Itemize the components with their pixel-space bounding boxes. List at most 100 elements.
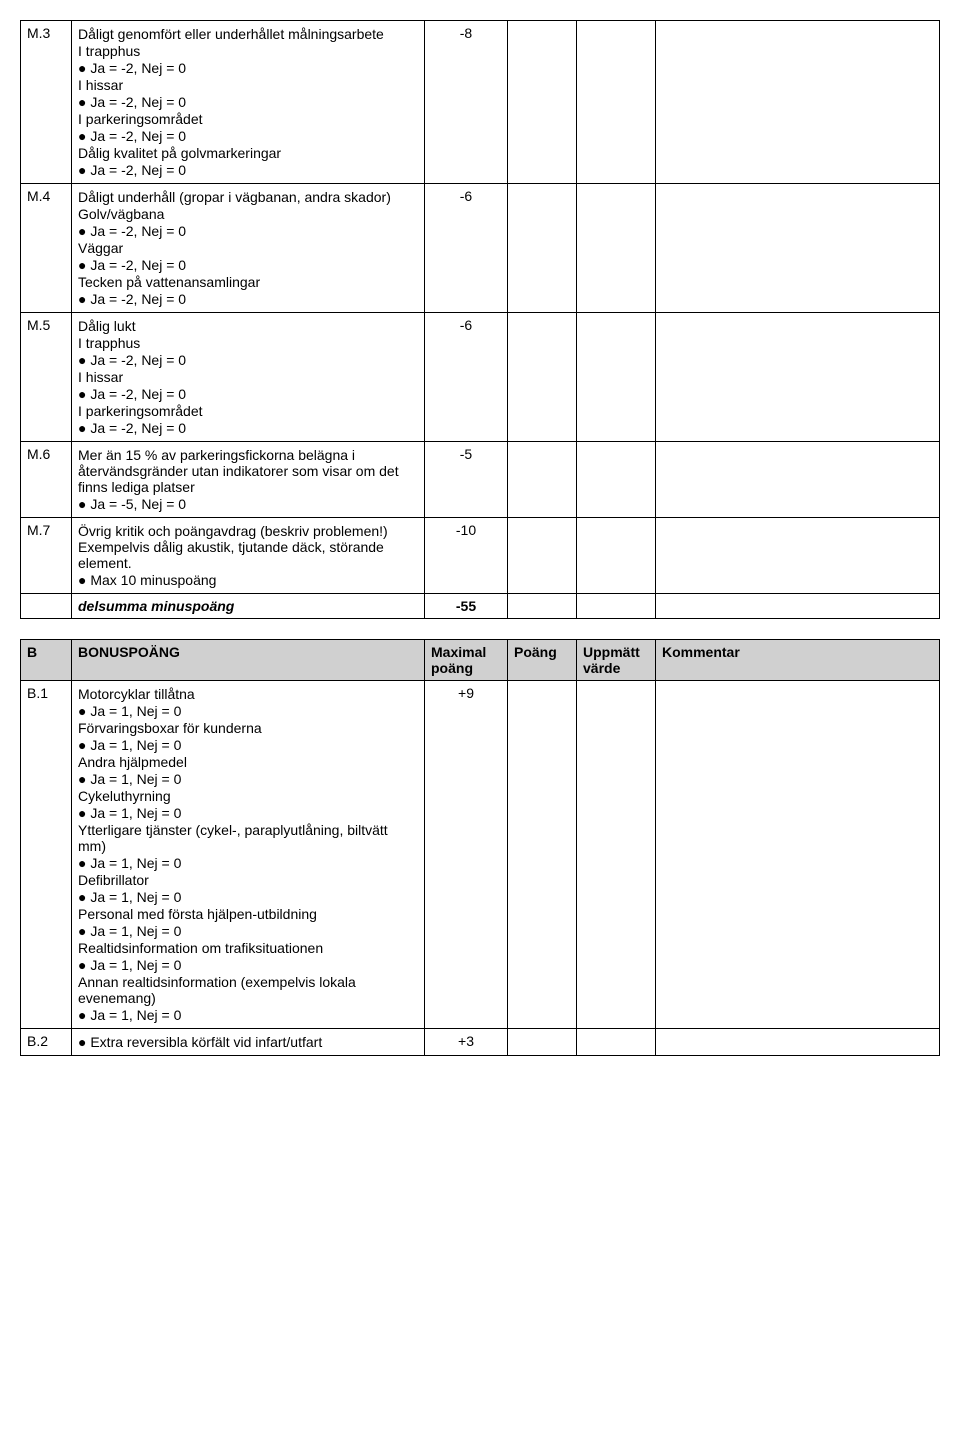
description-line: ● Ja = 1, Nej = 0 [78,805,418,821]
row-measured [577,518,656,594]
row-score [508,184,577,313]
row-score [508,1029,577,1056]
description-line: ● Ja = 1, Nej = 0 [78,923,418,939]
table-b: BBONUSPOÄNGMaximal poängPoängUppmätt vär… [20,639,940,1056]
row-value: -8 [425,21,508,184]
description-line: ● Ja = -2, Nej = 0 [78,223,418,239]
row-measured [577,184,656,313]
description-line: Dålig kvalitet på golvmarkeringar [78,145,418,161]
row-description: ● Extra reversibla körfält vid infart/ut… [72,1029,425,1056]
description-line: ● Max 10 minuspoäng [78,572,418,588]
row-score [508,313,577,442]
description-line: Övrig kritik och poängavdrag (beskriv pr… [78,523,418,571]
row-comment [656,313,940,442]
description-line: ● Ja = 1, Nej = 0 [78,855,418,871]
row-description: Dåligt underhåll (gropar i vägbanan, and… [72,184,425,313]
description-line: Väggar [78,240,418,256]
description-line: Dåligt genomfört eller underhållet målni… [78,26,418,42]
description-line: I trapphus [78,335,418,351]
row-description: Motorcyklar tillåtna● Ja = 1, Nej = 0För… [72,681,425,1029]
row-comment [656,518,940,594]
description-line: I hissar [78,77,418,93]
description-line: I parkeringsområdet [78,403,418,419]
subtotal-measured [577,594,656,619]
header-title: BONUSPOÄNG [72,640,425,681]
row-score [508,681,577,1029]
row-description: Övrig kritik och poängavdrag (beskriv pr… [72,518,425,594]
description-line: Realtidsinformation om trafiksituationen [78,940,418,956]
description-line: ● Ja = 1, Nej = 0 [78,1007,418,1023]
row-id: M.3 [21,21,72,184]
description-line: I hissar [78,369,418,385]
header-comment: Kommentar [656,640,940,681]
subtotal-score [508,594,577,619]
row-measured [577,442,656,518]
table-header-row: BBONUSPOÄNGMaximal poängPoängUppmätt vär… [21,640,940,681]
table-row: B.2 ● Extra reversibla körfält vid infart… [21,1029,940,1056]
row-value: -6 [425,313,508,442]
table-row: M.6Mer än 15 % av parkeringsfickorna bel… [21,442,940,518]
description-line: ● Ja = 1, Nej = 0 [78,737,418,753]
description-line: Annan realtidsinformation (exempelvis lo… [78,974,418,1006]
description-line: Dåligt underhåll (gropar i vägbanan, and… [78,189,418,205]
row-comment [656,184,940,313]
subtotal-id [21,594,72,619]
row-id: B.1 [21,681,72,1029]
description-line: Motorcyklar tillåtna [78,686,418,702]
row-description: Dålig luktI trapphus● Ja = -2, Nej = 0I … [72,313,425,442]
row-description: Mer än 15 % av parkeringsfickorna belägn… [72,442,425,518]
description-line: ● Ja = -2, Nej = 0 [78,60,418,76]
header-id: B [21,640,72,681]
subtotal-comment [656,594,940,619]
description-line: ● Ja = -2, Nej = 0 [78,386,418,402]
table-row: M.4 Dåligt underhåll (gropar i vägbanan, … [21,184,940,313]
description-line: ● Ja = -2, Nej = 0 [78,128,418,144]
table-row: B.1Motorcyklar tillåtna● Ja = 1, Nej = 0… [21,681,940,1029]
row-id: M.5 [21,313,72,442]
description-line: ● Ja = 1, Nej = 0 [78,957,418,973]
description-line: ● Ja = -2, Nej = 0 [78,257,418,273]
row-description: Dåligt genomfört eller underhållet målni… [72,21,425,184]
description-line: ● Ja = -2, Nej = 0 [78,420,418,436]
row-comment [656,1029,940,1056]
row-measured [577,1029,656,1056]
row-measured [577,21,656,184]
description-line: Ytterligare tjänster (cykel-, paraplyutl… [78,822,418,854]
row-id: M.7 [21,518,72,594]
description-line: ● Ja = -2, Nej = 0 [78,94,418,110]
description-line: Personal med första hjälpen-utbildning [78,906,418,922]
row-id: B.2 [21,1029,72,1056]
description-line: ● Ja = -2, Nej = 0 [78,162,418,178]
row-value: -10 [425,518,508,594]
row-score [508,518,577,594]
description-line: ● Ja = 1, Nej = 0 [78,703,418,719]
description-line: I trapphus [78,43,418,59]
description-line: Tecken på vattenansamlingar [78,274,418,290]
row-measured [577,681,656,1029]
row-value: -5 [425,442,508,518]
table-row: M.3 Dåligt genomfört eller underhållet må… [21,21,940,184]
row-id: M.6 [21,442,72,518]
description-line: ● Ja = 1, Nej = 0 [78,771,418,787]
row-comment [656,21,940,184]
header-measured: Uppmätt värde [577,640,656,681]
row-comment [656,681,940,1029]
table-m: M.3 Dåligt genomfört eller underhållet må… [20,20,940,619]
subtotal-label: delsumma minuspoäng [72,594,425,619]
description-line: Defibrillator [78,872,418,888]
description-line: Cykeluthyrning [78,788,418,804]
description-line: ● Ja = -2, Nej = 0 [78,352,418,368]
row-score [508,21,577,184]
table-row: M.5Dålig luktI trapphus● Ja = -2, Nej = … [21,313,940,442]
row-id: M.4 [21,184,72,313]
subtotal-row: delsumma minuspoäng-55 [21,594,940,619]
row-value: +9 [425,681,508,1029]
description-line: Golv/vägbana [78,206,418,222]
row-measured [577,313,656,442]
row-comment [656,442,940,518]
description-line: Dålig lukt [78,318,418,334]
description-line: Mer än 15 % av parkeringsfickorna belägn… [78,447,418,495]
description-line: ● Extra reversibla körfält vid infart/ut… [78,1034,418,1050]
row-value: +3 [425,1029,508,1056]
row-score [508,442,577,518]
